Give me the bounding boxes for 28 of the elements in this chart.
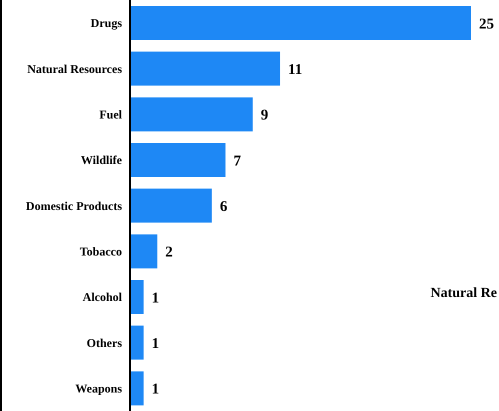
y-tick-label: Others: [86, 336, 122, 350]
y-tick-label: Fuel: [99, 107, 123, 122]
bar: [130, 326, 144, 360]
bar: [130, 280, 144, 314]
bar: [130, 97, 253, 132]
data-label: 7: [233, 153, 242, 170]
data-label: 1: [152, 290, 160, 306]
data-label: 25: [479, 16, 494, 32]
bar: [130, 6, 471, 40]
bar: [130, 143, 226, 177]
y-tick-label: Tobacco: [80, 244, 122, 258]
bar: [130, 234, 158, 268]
data-label: 11: [288, 62, 302, 78]
bar: [130, 52, 280, 86]
data-label: 6: [220, 198, 228, 215]
y-tick-label: Alcohol: [82, 290, 123, 304]
annotation: Natural Re: [430, 286, 497, 302]
bar: [130, 188, 212, 223]
data-label: 9: [260, 108, 268, 124]
y-tick-label: Domestic Products: [26, 198, 122, 213]
y-tick-label: Drugs: [90, 16, 122, 30]
bar: [130, 371, 144, 406]
y-tick-label: Natural Resources: [27, 62, 122, 76]
data-label: 2: [165, 244, 173, 261]
data-label: 1: [152, 336, 160, 352]
y-tick-label: Weapons: [75, 381, 122, 396]
y-tick-label: Wildlife: [80, 153, 123, 168]
data-label: 1: [152, 382, 160, 398]
